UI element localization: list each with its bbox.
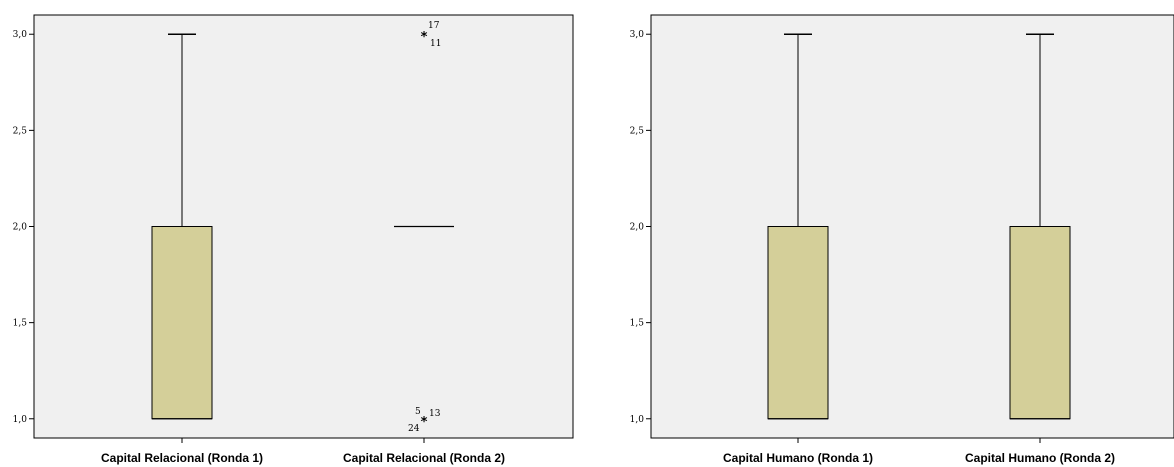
y-tick-label: 3,0 (13, 30, 28, 40)
y-tick-label: 3,0 (630, 30, 645, 40)
y-tick-label: 2,0 (630, 223, 645, 233)
plot-area (33, 14, 574, 439)
y-tick-label: 2,5 (13, 126, 28, 136)
chart-panel-2: 1,0 1,5 2,0 2,5 3,0 Capital Humano (Ronda 1) C… (630, 14, 1174, 465)
outlier-id-label: 17 (428, 21, 440, 31)
outlier-star: * (421, 30, 428, 45)
outlier-id-label: 13 (429, 409, 441, 419)
plot-area (650, 14, 1174, 439)
x-category-label: Capital Relacional (Ronda 2) (343, 451, 505, 465)
y-tick-label: 2,5 (630, 126, 645, 136)
x-category-label: Capital Humano (Ronda 1) (723, 451, 873, 465)
y-tick-label: 1,0 (13, 415, 28, 425)
y-tick-label: 1,0 (630, 415, 645, 425)
outlier-star: * (421, 415, 428, 430)
y-tick-label: 2,0 (13, 223, 28, 233)
box-1-1 (151, 33, 213, 420)
box-iqr (1009, 226, 1071, 420)
y-tick-label: 1,5 (630, 319, 645, 329)
outlier-id-label: 24 (408, 424, 420, 434)
outlier-id-label: 5 (415, 407, 421, 417)
box-2-2 (1009, 33, 1071, 420)
box-iqr (767, 226, 829, 420)
outlier-id-label: 11 (430, 39, 441, 49)
box-2-1 (767, 33, 829, 420)
y-tick-label: 1,5 (13, 319, 28, 329)
box-iqr (151, 226, 213, 420)
x-category-label: Capital Humano (Ronda 2) (965, 451, 1115, 465)
x-category-label: Capital Relacional (Ronda 1) (101, 451, 263, 465)
chart-panel-1: 1,0 1,5 2,0 2,5 3,0 Capital Relacional (Ronda… (13, 14, 574, 465)
